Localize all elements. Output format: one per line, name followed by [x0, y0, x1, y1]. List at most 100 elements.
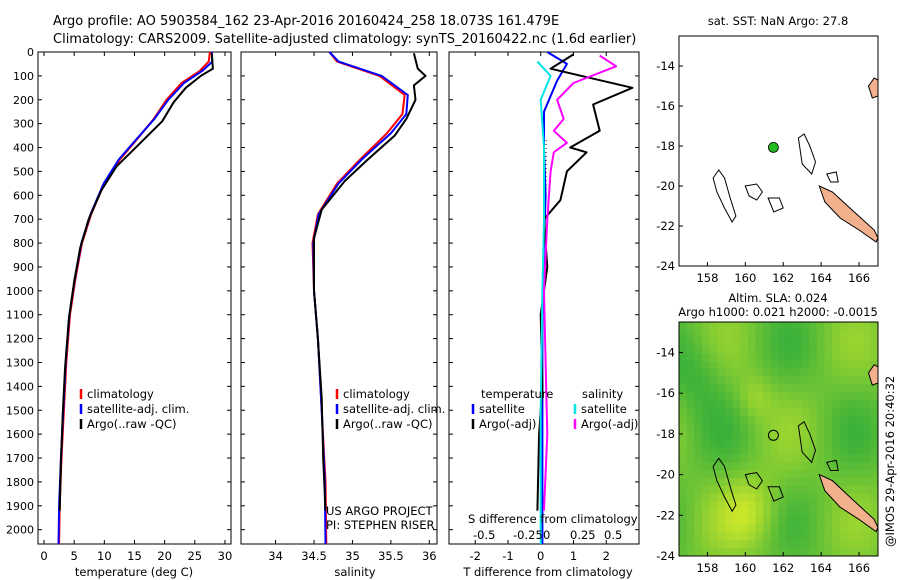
heat-cell: [839, 392, 848, 401]
heat-cell: [755, 400, 764, 409]
x-tick-label: 36: [422, 549, 437, 563]
heat-cell: [839, 423, 848, 432]
heat-cell: [702, 524, 711, 534]
heat-cell: [801, 509, 810, 518]
heat-cell: [724, 517, 734, 526]
heat-cell: [740, 431, 749, 440]
temperature-lines: [57, 51, 214, 545]
heat-cell: [732, 345, 741, 354]
heat-cell: [862, 462, 871, 471]
heat-cell: [824, 337, 833, 346]
heat-cell: [862, 392, 871, 401]
s-tick-1: -0.5: [473, 528, 495, 542]
heat-cell: [832, 384, 841, 393]
heat-cell: [755, 470, 764, 479]
heat-cell: [702, 446, 711, 456]
heat-cell: [702, 478, 711, 487]
heat-cell: [755, 376, 764, 385]
map-lat-label: -24: [656, 259, 675, 273]
temperature-x-axis: 0 5 10 15 20 25 30: [40, 51, 233, 563]
heat-cell: [847, 446, 856, 456]
s-tick-5: 0.5: [604, 528, 622, 542]
sla-map-frame: [678, 321, 879, 557]
heat-cell: [824, 532, 833, 541]
heat-cell: [763, 392, 772, 401]
heat-cell: [740, 337, 749, 346]
heat-cell: [686, 470, 695, 479]
heat-cell: [870, 392, 878, 401]
heat-cell: [717, 470, 726, 479]
heat-cell: [709, 337, 718, 346]
heat-cell: [747, 361, 757, 370]
heat-cell: [786, 415, 795, 424]
vanuatu: [867, 364, 878, 386]
heat-cell: [786, 462, 795, 471]
heat-cell: [747, 509, 757, 518]
heat-cell: [755, 532, 764, 541]
x-tick-label: 30: [218, 549, 233, 563]
heat-cell: [809, 548, 818, 556]
heat-cell: [809, 329, 818, 339]
heat-cell: [855, 540, 864, 549]
heat-cell: [732, 548, 741, 556]
heat-cell: [732, 353, 741, 362]
difference-legend: temperature salinitysatelliteArgo(-adj)sa…: [471, 387, 638, 431]
heat-cell: [801, 337, 810, 346]
heat-cell: [839, 517, 848, 526]
heat-cell: [816, 446, 826, 456]
heat-cell: [709, 478, 718, 487]
heat-cell: [694, 322, 703, 331]
heat-cell: [786, 322, 795, 331]
heat-cell: [740, 478, 749, 487]
heat-cell: [786, 509, 795, 518]
depth-tick-label: 200: [13, 94, 34, 107]
heat-cell: [732, 368, 741, 378]
sla-map-axes: 158 160 162 164 166 -14 -16 -18 -20 -22 -24: [656, 346, 870, 575]
heat-cell: [717, 392, 726, 401]
heat-cell: [702, 415, 711, 424]
heat-cell: [694, 353, 703, 362]
heat-cell: [870, 345, 878, 354]
heat-cell: [694, 478, 703, 487]
heat-cell: [740, 509, 749, 518]
sst-map-frame: [678, 35, 879, 267]
heat-cell: [801, 517, 810, 526]
heat-cell: [801, 439, 810, 448]
legend-label: satellite-adj. clim.: [87, 402, 189, 416]
heat-cell: [793, 478, 803, 487]
heat-cell: [770, 470, 780, 479]
heat-cell: [763, 400, 772, 409]
heat-cell: [793, 392, 803, 401]
heat-cell: [847, 400, 856, 409]
heat-cell: [702, 407, 711, 417]
heat-cell: [694, 470, 703, 479]
heat-cell: [793, 517, 803, 526]
heat-cell: [862, 368, 871, 378]
heat-cell: [686, 400, 695, 409]
heat-cell: [732, 322, 741, 331]
island-chesterfield: [712, 169, 737, 223]
heat-cell: [824, 361, 833, 370]
sla-map-subtitle: Argo h1000: 0.021 h2000: -0.0015: [678, 305, 878, 319]
heat-cell: [717, 478, 726, 487]
heat-cell: [832, 446, 841, 456]
heat-cell: [870, 337, 878, 346]
heat-cell: [809, 337, 818, 346]
heat-cell: [793, 376, 803, 385]
salinity-plot-frame: [240, 51, 438, 545]
heat-cell: [809, 478, 818, 487]
reef-1: [767, 486, 784, 502]
heat-cell: [839, 462, 848, 471]
heat-cell: [770, 392, 780, 401]
heat-cell: [770, 548, 780, 556]
heat-cell: [709, 415, 718, 424]
heat-cell: [793, 470, 803, 479]
heat-cell: [839, 524, 848, 534]
heat-cell: [809, 493, 818, 502]
heat-cell: [747, 337, 757, 346]
heat-cell: [732, 423, 741, 432]
heat-cell: [778, 524, 787, 534]
heat-cell: [809, 415, 818, 424]
map-lat-label: -20: [656, 468, 675, 482]
